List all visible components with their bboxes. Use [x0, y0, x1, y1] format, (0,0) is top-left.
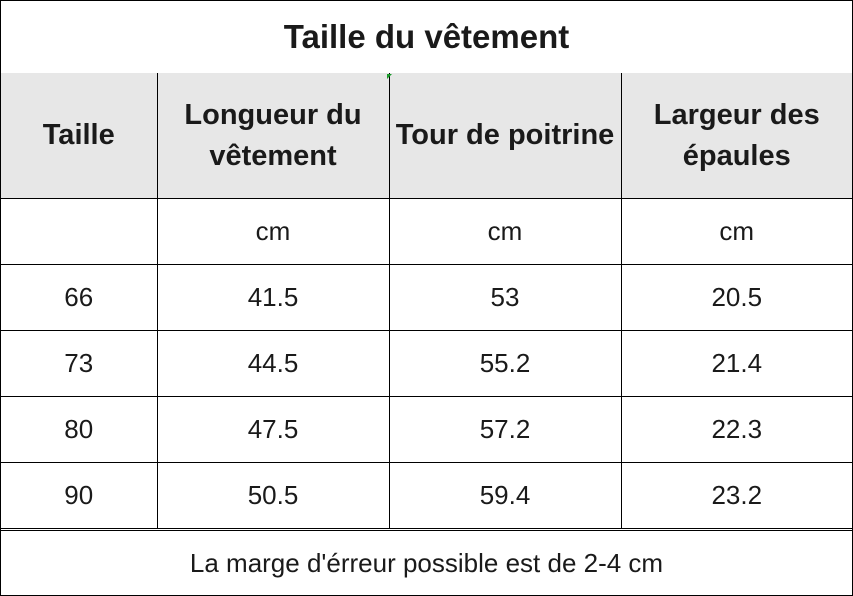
error-margin-note: La marge d'érreur possible est de 2-4 cm — [1, 530, 852, 596]
value-cell: 41.5 — [156, 264, 390, 331]
unit-cell: cm — [156, 198, 390, 265]
value-cell: 44.5 — [156, 330, 390, 397]
value-cell: 22.3 — [620, 396, 852, 463]
value-cell: 50.5 — [156, 462, 390, 529]
table-row: 80 47.5 57.2 22.3 — [1, 396, 852, 463]
unit-cell: cm — [388, 198, 622, 265]
value-cell: 59.4 — [388, 462, 622, 529]
value-cell: 55.2 — [388, 330, 622, 397]
value-cell: 53 — [388, 264, 622, 331]
size-cell: 80 — [1, 396, 158, 463]
size-table: Taille Longueur du vêtement Tour de poit… — [1, 73, 852, 529]
value-cell: 20.5 — [620, 264, 852, 331]
unit-cell — [1, 198, 158, 265]
column-header-chest: Tour de poitrine — [388, 73, 622, 199]
value-cell: 57.2 — [388, 396, 622, 463]
column-header-garment-length: Longueur du vêtement — [156, 73, 390, 199]
size-cell: 90 — [1, 462, 158, 529]
size-cell: 66 — [1, 264, 158, 331]
value-cell: 23.2 — [620, 462, 852, 529]
column-header-size: Taille — [1, 73, 158, 199]
header-row: Taille Longueur du vêtement Tour de poit… — [1, 73, 852, 199]
table-row: 66 41.5 53 20.5 — [1, 264, 852, 331]
column-header-shoulder-width: Largeur des épaules — [620, 73, 852, 199]
chart-title: Taille du vêtement — [1, 1, 852, 74]
table-row: 90 50.5 59.4 23.2 — [1, 462, 852, 529]
unit-cell: cm — [620, 198, 852, 265]
units-row: cm cm cm — [1, 198, 852, 265]
value-cell: 21.4 — [620, 330, 852, 397]
table-row: 73 44.5 55.2 21.4 — [1, 330, 852, 397]
size-cell: 73 — [1, 330, 158, 397]
selection-marker — [387, 74, 392, 79]
value-cell: 47.5 — [156, 396, 390, 463]
